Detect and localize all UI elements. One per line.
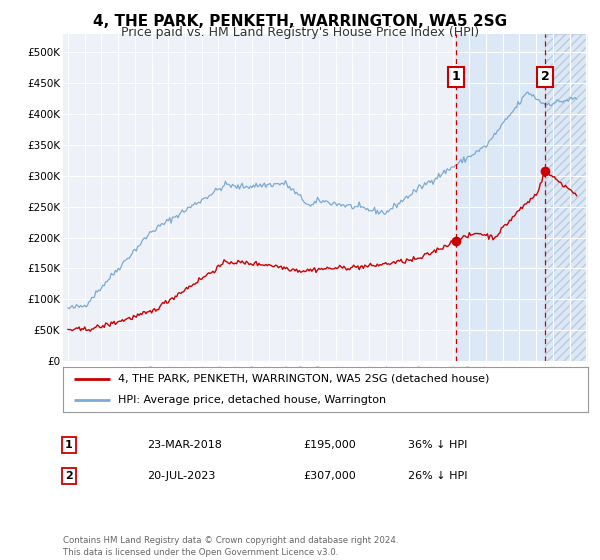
- Text: 23-MAR-2018: 23-MAR-2018: [147, 440, 222, 450]
- Text: 26% ↓ HPI: 26% ↓ HPI: [408, 471, 467, 481]
- Text: 4, THE PARK, PENKETH, WARRINGTON, WA5 2SG: 4, THE PARK, PENKETH, WARRINGTON, WA5 2S…: [93, 14, 507, 29]
- Text: 1: 1: [65, 440, 73, 450]
- Text: £195,000: £195,000: [303, 440, 356, 450]
- Text: 2: 2: [541, 71, 550, 83]
- Bar: [456, 34, 586, 361]
- Text: 1: 1: [452, 71, 461, 83]
- Text: 4, THE PARK, PENKETH, WARRINGTON, WA5 2SG (detached house): 4, THE PARK, PENKETH, WARRINGTON, WA5 2S…: [118, 374, 490, 384]
- Text: 36% ↓ HPI: 36% ↓ HPI: [408, 440, 467, 450]
- Text: Contains HM Land Registry data © Crown copyright and database right 2024.
This d: Contains HM Land Registry data © Crown c…: [63, 536, 398, 557]
- Bar: [545, 34, 586, 361]
- Text: 2: 2: [65, 471, 73, 481]
- Text: £307,000: £307,000: [303, 471, 356, 481]
- Text: 20-JUL-2023: 20-JUL-2023: [147, 471, 215, 481]
- Text: Price paid vs. HM Land Registry's House Price Index (HPI): Price paid vs. HM Land Registry's House …: [121, 26, 479, 39]
- Text: HPI: Average price, detached house, Warrington: HPI: Average price, detached house, Warr…: [118, 395, 386, 405]
